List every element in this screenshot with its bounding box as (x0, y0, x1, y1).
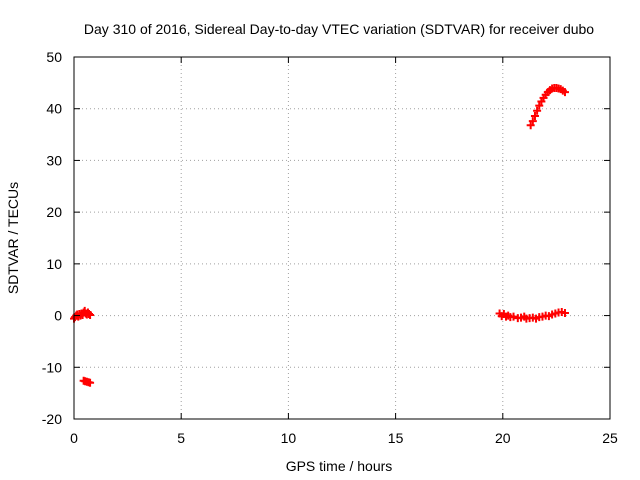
data-point (535, 101, 544, 110)
y-tick-label: 10 (46, 256, 62, 272)
y-tick-label: 50 (46, 49, 62, 65)
grid-lines (74, 57, 610, 419)
x-tick-label: 25 (602, 430, 618, 446)
plot-frame (73, 56, 611, 420)
data-point (85, 310, 94, 319)
y-tick-label: 40 (46, 101, 62, 117)
x-axis-label: GPS time / hours (286, 458, 393, 474)
data-point (86, 311, 95, 320)
chart-title: Day 310 of 2016, Sidereal Day-to-day VTE… (84, 21, 594, 37)
y-tick-label: -20 (42, 411, 62, 427)
x-tick-label: 0 (70, 430, 78, 446)
data-points (70, 84, 569, 387)
data-point (533, 106, 542, 115)
y-axis-label: SDTVAR / TECUs (5, 182, 21, 294)
data-point (509, 312, 518, 321)
x-tick-label: 20 (495, 430, 511, 446)
x-tick-label: 10 (281, 430, 297, 446)
y-tick-label: 0 (54, 308, 62, 324)
data-point (528, 117, 537, 126)
data-point (560, 88, 569, 97)
x-tick-label: 15 (388, 430, 404, 446)
x-tick-label: 5 (177, 430, 185, 446)
data-point (86, 378, 95, 387)
y-tick-label: 30 (46, 152, 62, 168)
data-point (530, 111, 539, 120)
y-tick-label: -10 (42, 359, 62, 375)
axis-ticks: 0 5 10 15 20 25 -20 -10 0 10 20 30 40 50 (42, 49, 618, 446)
y-tick-label: 20 (46, 204, 62, 220)
data-point (560, 308, 569, 317)
data-point (526, 121, 535, 130)
